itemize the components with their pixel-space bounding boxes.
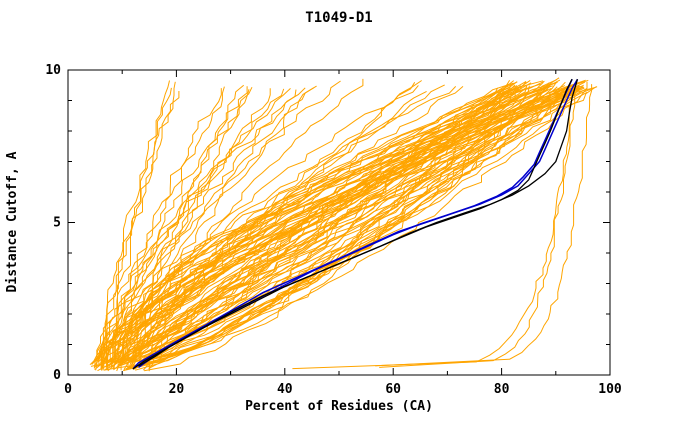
- ensemble-curve-left-fan: [123, 86, 464, 362]
- ensemble-curve-left-fan: [107, 85, 419, 368]
- ensemble-curve-main-bundle: [112, 86, 584, 370]
- ensemble-curve-main-bundle: [90, 77, 560, 367]
- ensemble-curve-left-fan: [108, 80, 341, 364]
- y-tick-label: 5: [53, 216, 61, 231]
- y-tick-label: 0: [53, 368, 61, 383]
- ensemble-curve-main-bundle: [109, 79, 589, 363]
- axes-layer: 0 20 40 60 80 100 0 5 10: [45, 63, 622, 397]
- ensemble-curve-low-right-outliers: [292, 86, 575, 370]
- ensemble-curve-main-bundle: [148, 86, 581, 363]
- x-tick-label: 0: [64, 382, 72, 397]
- ensemble-curve-main-bundle: [140, 84, 584, 368]
- ensemble-curve-left-fan: [95, 81, 176, 371]
- ensemble-curve-main-bundle: [123, 81, 586, 371]
- ensemble-curve-main-bundle: [94, 85, 528, 368]
- y-tick-label: 10: [45, 63, 61, 78]
- ensemble-curve-left-fan: [123, 80, 422, 363]
- ensemble-curve-main-bundle: [144, 85, 580, 362]
- ensemble-curve-main-bundle: [148, 89, 566, 372]
- ensemble-curve-main-bundle: [117, 85, 511, 368]
- ensemble-curve-main-bundle: [123, 87, 585, 371]
- ensemble-curve-left-fan: [110, 90, 427, 367]
- x-tick-label: 20: [169, 382, 185, 397]
- ensemble-curve-main-bundle: [120, 81, 518, 371]
- ensemble-curve-main-bundle: [112, 85, 580, 362]
- ensemble-curve-left-fan: [101, 87, 172, 370]
- ensemble-curve-left-fan: [107, 82, 416, 372]
- ensemble-curve-left-fan: [105, 86, 248, 362]
- ensemble-curve-left-fan: [132, 78, 364, 362]
- curves-layer: [89, 77, 598, 372]
- ensemble-curve-main-bundle: [101, 86, 548, 369]
- ensemble-curve-left-fan: [113, 87, 315, 370]
- ensemble-curve-left-fan: [117, 86, 457, 362]
- ensemble-curve-main-bundle: [125, 86, 558, 370]
- ensemble-curve-main-bundle: [103, 87, 588, 371]
- ensemble-curve-left-fan: [101, 80, 170, 369]
- plot-area: 0 20 40 60 80 100 0 5 10: [45, 63, 622, 397]
- ensemble-curve-main-bundle: [139, 80, 511, 363]
- x-tick-label: 60: [385, 382, 401, 397]
- ensemble-curve-main-bundle: [94, 87, 519, 370]
- ensemble-curve-low-right-outliers: [379, 85, 576, 368]
- x-axis-label: Percent of Residues (CA): [245, 399, 433, 414]
- ensemble-curve-main-bundle: [93, 92, 577, 362]
- highlight-curve-model-highlight-black-2: [138, 78, 573, 367]
- ensemble-curve-main-bundle: [122, 85, 522, 362]
- ensemble-curve-left-fan: [105, 88, 285, 365]
- ensemble-curve-main-bundle: [148, 86, 598, 369]
- ensemble-curve-left-fan: [105, 86, 253, 363]
- ensemble-curve-left-fan: [93, 86, 225, 369]
- x-tick-label: 80: [494, 382, 510, 397]
- ensemble-curve-low-right-outliers: [375, 84, 593, 367]
- x-tick-label: 40: [277, 382, 293, 397]
- ensemble-curve-main-bundle: [114, 86, 596, 363]
- x-tick-label: 100: [598, 382, 622, 397]
- ensemble-curve-main-bundle: [98, 87, 552, 364]
- ensemble-curve-left-fan: [100, 87, 306, 370]
- ensemble-curve-main-bundle: [132, 80, 515, 370]
- ensemble-curve-left-fan: [132, 84, 245, 368]
- chart-title: T1049-D1: [305, 10, 372, 26]
- y-axis-label: Distance Cutoff, A: [5, 151, 20, 292]
